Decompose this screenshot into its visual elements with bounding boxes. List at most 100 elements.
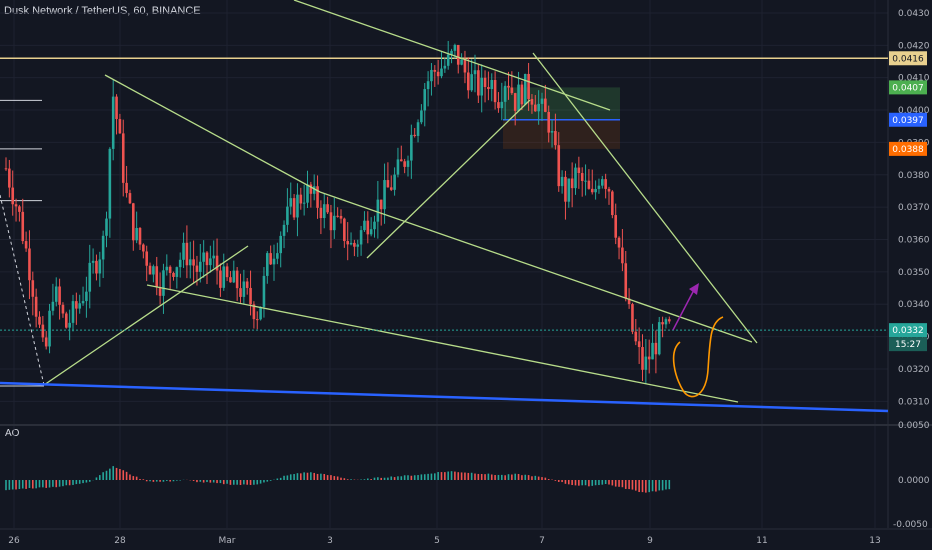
candle-body [292,198,296,218]
candle-body [145,251,148,266]
candle-body [661,322,664,325]
candle-body [71,301,75,323]
candle-body [312,186,316,194]
y-tick-label: 0.0320 [898,365,930,375]
candle-body [289,198,293,207]
candle-body [456,44,460,65]
countdown-label: 15:27 [895,340,921,350]
trendline [319,191,753,343]
candle-body [537,103,540,112]
zone-orange [503,119,620,149]
candle-body [657,322,661,355]
candle-body [383,180,386,210]
candle-body [172,272,175,277]
candle-body [155,266,159,288]
trendline [532,52,758,344]
candle-body [336,215,339,217]
candle-body [38,316,41,325]
y-tick-label: 0.0400 [898,106,930,116]
price-badge [889,323,927,338]
candle-body [403,161,406,167]
candle-body [108,148,112,219]
y-tick-label: 0.0360 [898,236,930,246]
candle-body [24,241,28,249]
candle-body [118,119,122,134]
support-line-blue [0,381,889,413]
candle-body [554,131,557,146]
candle-body [235,270,239,289]
candle-body [651,342,654,360]
x-tick-label: 7 [539,536,545,546]
candle-body [570,178,574,189]
candle-body [567,178,571,202]
candle-body [255,319,259,321]
candle-body [483,77,487,88]
candle-body [286,206,289,225]
candle-body [393,174,396,190]
candle-body [624,263,628,299]
candle-body [557,145,561,187]
candle-body [199,261,202,272]
candle-body [192,259,195,266]
candle-body [470,74,473,91]
candle-body [296,194,299,218]
candle-body [410,134,413,161]
candle-body [229,277,232,283]
candle-body [641,347,644,370]
candle-body [242,281,246,297]
candle-body [564,176,567,202]
candle-body [510,87,514,94]
candle-body [162,270,165,296]
candle-body [627,298,631,305]
candle-body [490,80,494,90]
candle-body [366,220,370,235]
candle-body [54,286,58,302]
candle-body [450,50,453,55]
candle-body [500,101,504,109]
candle-body [28,248,31,281]
candle-body [178,259,182,268]
candle-body [513,93,517,111]
countdown-badge [889,337,927,352]
candle-body [282,224,286,236]
candle-body [463,59,467,73]
candle-body [644,356,648,370]
candle-body [18,206,21,212]
candle-body [544,98,547,112]
candle-body [590,188,594,193]
candle-body [507,85,510,88]
candle-body [574,167,577,189]
x-tick-label: 26 [8,536,20,546]
candle-body [460,59,463,65]
candle-body [523,73,527,105]
indicator-label: AO [5,428,20,439]
candle-body [51,301,55,311]
indicator-tick-label: 0.0000 [898,476,930,486]
candle-body [125,182,128,194]
candle-body [309,184,313,194]
candle-body [326,204,329,213]
y-tick-label: 0.0410 [898,74,930,84]
candle-body [527,73,530,99]
x-tick-label: 3 [327,536,333,546]
x-tick-label: 9 [647,536,653,546]
candle-body [14,204,18,207]
candle-body [302,202,306,204]
candle-body [396,159,400,175]
candle-body [21,211,25,242]
candle-body [272,258,276,265]
candle-body [68,322,71,328]
candle-body [617,237,621,248]
candle-body [379,199,383,210]
candle-body [31,280,35,297]
projection-curve [672,316,724,398]
price-badge [889,141,927,156]
trendline [104,74,321,193]
price-badge-label: 0.0407 [892,83,924,93]
candle-body [209,258,212,266]
candle-body [594,188,597,193]
candle-body [497,102,500,109]
candle-body [416,122,420,136]
candle-body [219,270,222,288]
